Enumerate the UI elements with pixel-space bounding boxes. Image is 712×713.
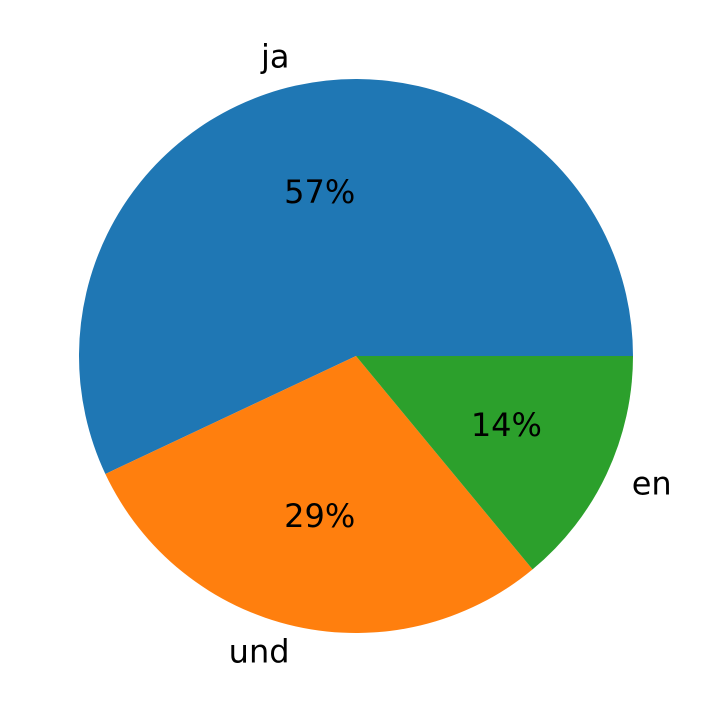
category-label: en	[632, 465, 672, 503]
value-label: 57%	[284, 173, 355, 211]
pie-slice	[356, 356, 633, 570]
value-label: 29%	[284, 497, 355, 535]
pie-slice	[78, 78, 634, 474]
pie-slice	[105, 356, 533, 633]
category-label: ja	[260, 38, 290, 76]
category-label: und	[229, 632, 290, 670]
value-label: 14%	[471, 406, 542, 444]
